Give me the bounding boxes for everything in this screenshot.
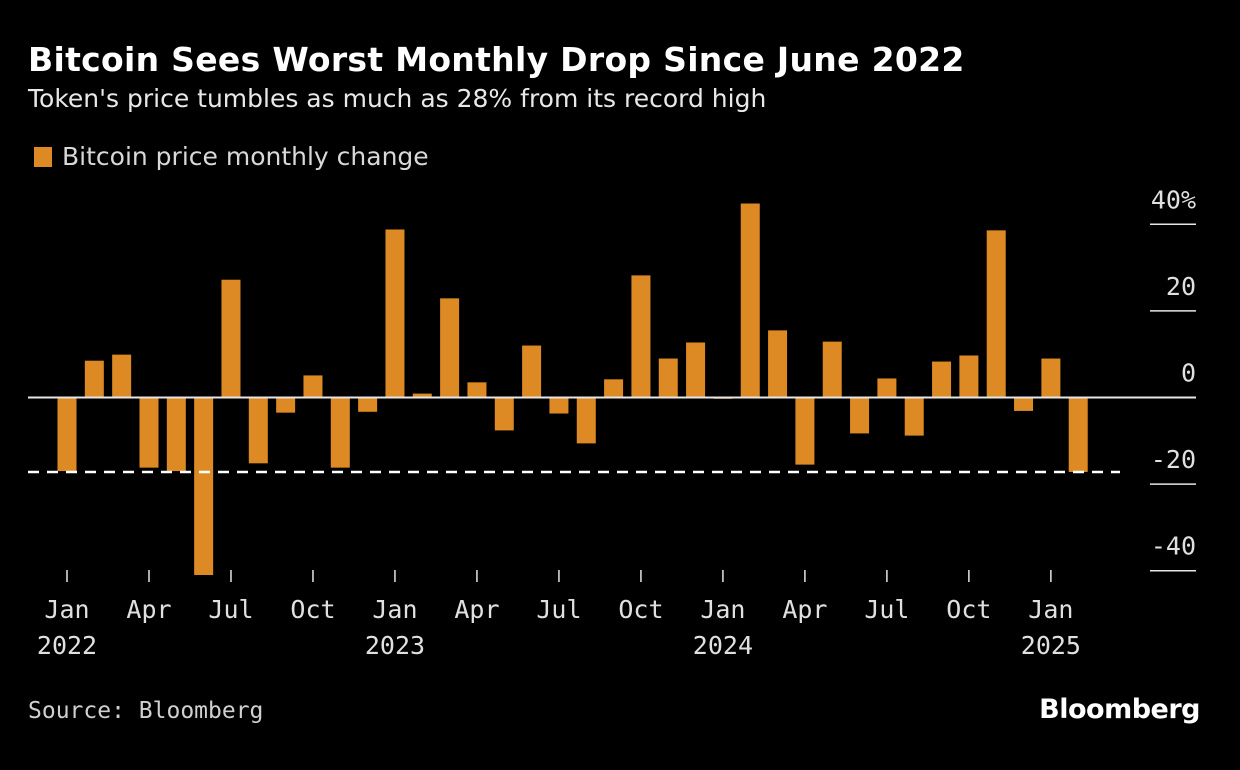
bar-2023-12 xyxy=(686,342,706,398)
y-tick-label: 20 xyxy=(1166,272,1196,301)
bar-2024-09 xyxy=(932,361,952,398)
bar-2024-08 xyxy=(904,397,924,436)
y-tick-label: -40 xyxy=(1151,532,1196,561)
bar-2022-03 xyxy=(112,354,132,398)
x-tick-label: Apr xyxy=(454,595,499,624)
x-tick-label: Jan xyxy=(44,595,89,624)
bar-2023-07 xyxy=(549,397,569,414)
bar-2023-06 xyxy=(522,345,542,398)
bar-2024-04 xyxy=(795,397,815,465)
bar-2023-09 xyxy=(604,379,624,398)
x-tick-label: Jul xyxy=(208,595,253,624)
bar-2022-09 xyxy=(276,397,296,413)
bar-2022-10 xyxy=(303,375,323,398)
bar-2025-02 xyxy=(1068,397,1088,472)
bar-2022-01 xyxy=(57,397,77,472)
bar-2024-10 xyxy=(959,355,979,398)
x-tick-label: Jan xyxy=(700,595,745,624)
bar-2022-05 xyxy=(166,397,186,472)
bar-2023-08 xyxy=(576,397,596,444)
bar-2024-05 xyxy=(822,341,842,398)
source-note: Source: Bloomberg xyxy=(28,698,264,724)
x-tick-label: Jan xyxy=(1028,595,1073,624)
bar-2023-03 xyxy=(440,298,460,398)
bar-2022-04 xyxy=(139,397,159,468)
bar-2023-10 xyxy=(631,275,651,398)
y-tick-label: 40% xyxy=(1151,185,1196,214)
legend-swatch xyxy=(34,146,52,167)
y-tick-label: 0 xyxy=(1181,359,1196,388)
legend: Bitcoin price monthly change xyxy=(34,142,429,171)
chart-subtitle: Token's price tumbles as much as 28% fro… xyxy=(28,84,767,113)
x-tick-label: Jul xyxy=(864,595,909,624)
bar-2023-11 xyxy=(658,358,678,398)
x-tick-label: Apr xyxy=(782,595,827,624)
bar-2024-11 xyxy=(986,230,1006,398)
x-tick-year: 2025 xyxy=(1021,631,1081,660)
bar-2023-04 xyxy=(467,382,487,398)
bar-2022-11 xyxy=(330,397,350,468)
legend-label: Bitcoin price monthly change xyxy=(62,142,429,171)
bar-2024-07 xyxy=(877,378,897,398)
x-tick-year: 2022 xyxy=(37,631,97,660)
y-tick-label: -20 xyxy=(1151,445,1196,474)
bar-2024-03 xyxy=(768,330,788,398)
x-tick-label: Jan xyxy=(372,595,417,624)
bar-2022-12 xyxy=(358,397,378,412)
x-tick-label: Oct xyxy=(618,595,663,624)
chart-title: Bitcoin Sees Worst Monthly Drop Since Ju… xyxy=(28,40,965,79)
bar-2022-07 xyxy=(221,279,241,398)
x-tick-label: Oct xyxy=(290,595,335,624)
bar-2024-12 xyxy=(1014,397,1034,411)
x-tick-label: Apr xyxy=(126,595,171,624)
x-tick-label: Oct xyxy=(946,595,991,624)
bar-2024-02 xyxy=(740,203,760,398)
bar-2023-01 xyxy=(385,229,405,398)
x-tick-label: Jul xyxy=(536,595,581,624)
x-tick-year: 2024 xyxy=(693,631,753,660)
bar-2022-02 xyxy=(84,360,104,398)
bar-2023-02 xyxy=(412,393,432,398)
bar-2023-05 xyxy=(494,397,514,431)
bar-2022-08 xyxy=(248,397,268,464)
x-tick-year: 2023 xyxy=(365,631,425,660)
bloomberg-logo: Bloomberg xyxy=(1039,694,1200,725)
bar-2022-06 xyxy=(194,397,214,576)
bar-2025-01 xyxy=(1041,358,1061,398)
bar-2024-06 xyxy=(850,397,870,434)
